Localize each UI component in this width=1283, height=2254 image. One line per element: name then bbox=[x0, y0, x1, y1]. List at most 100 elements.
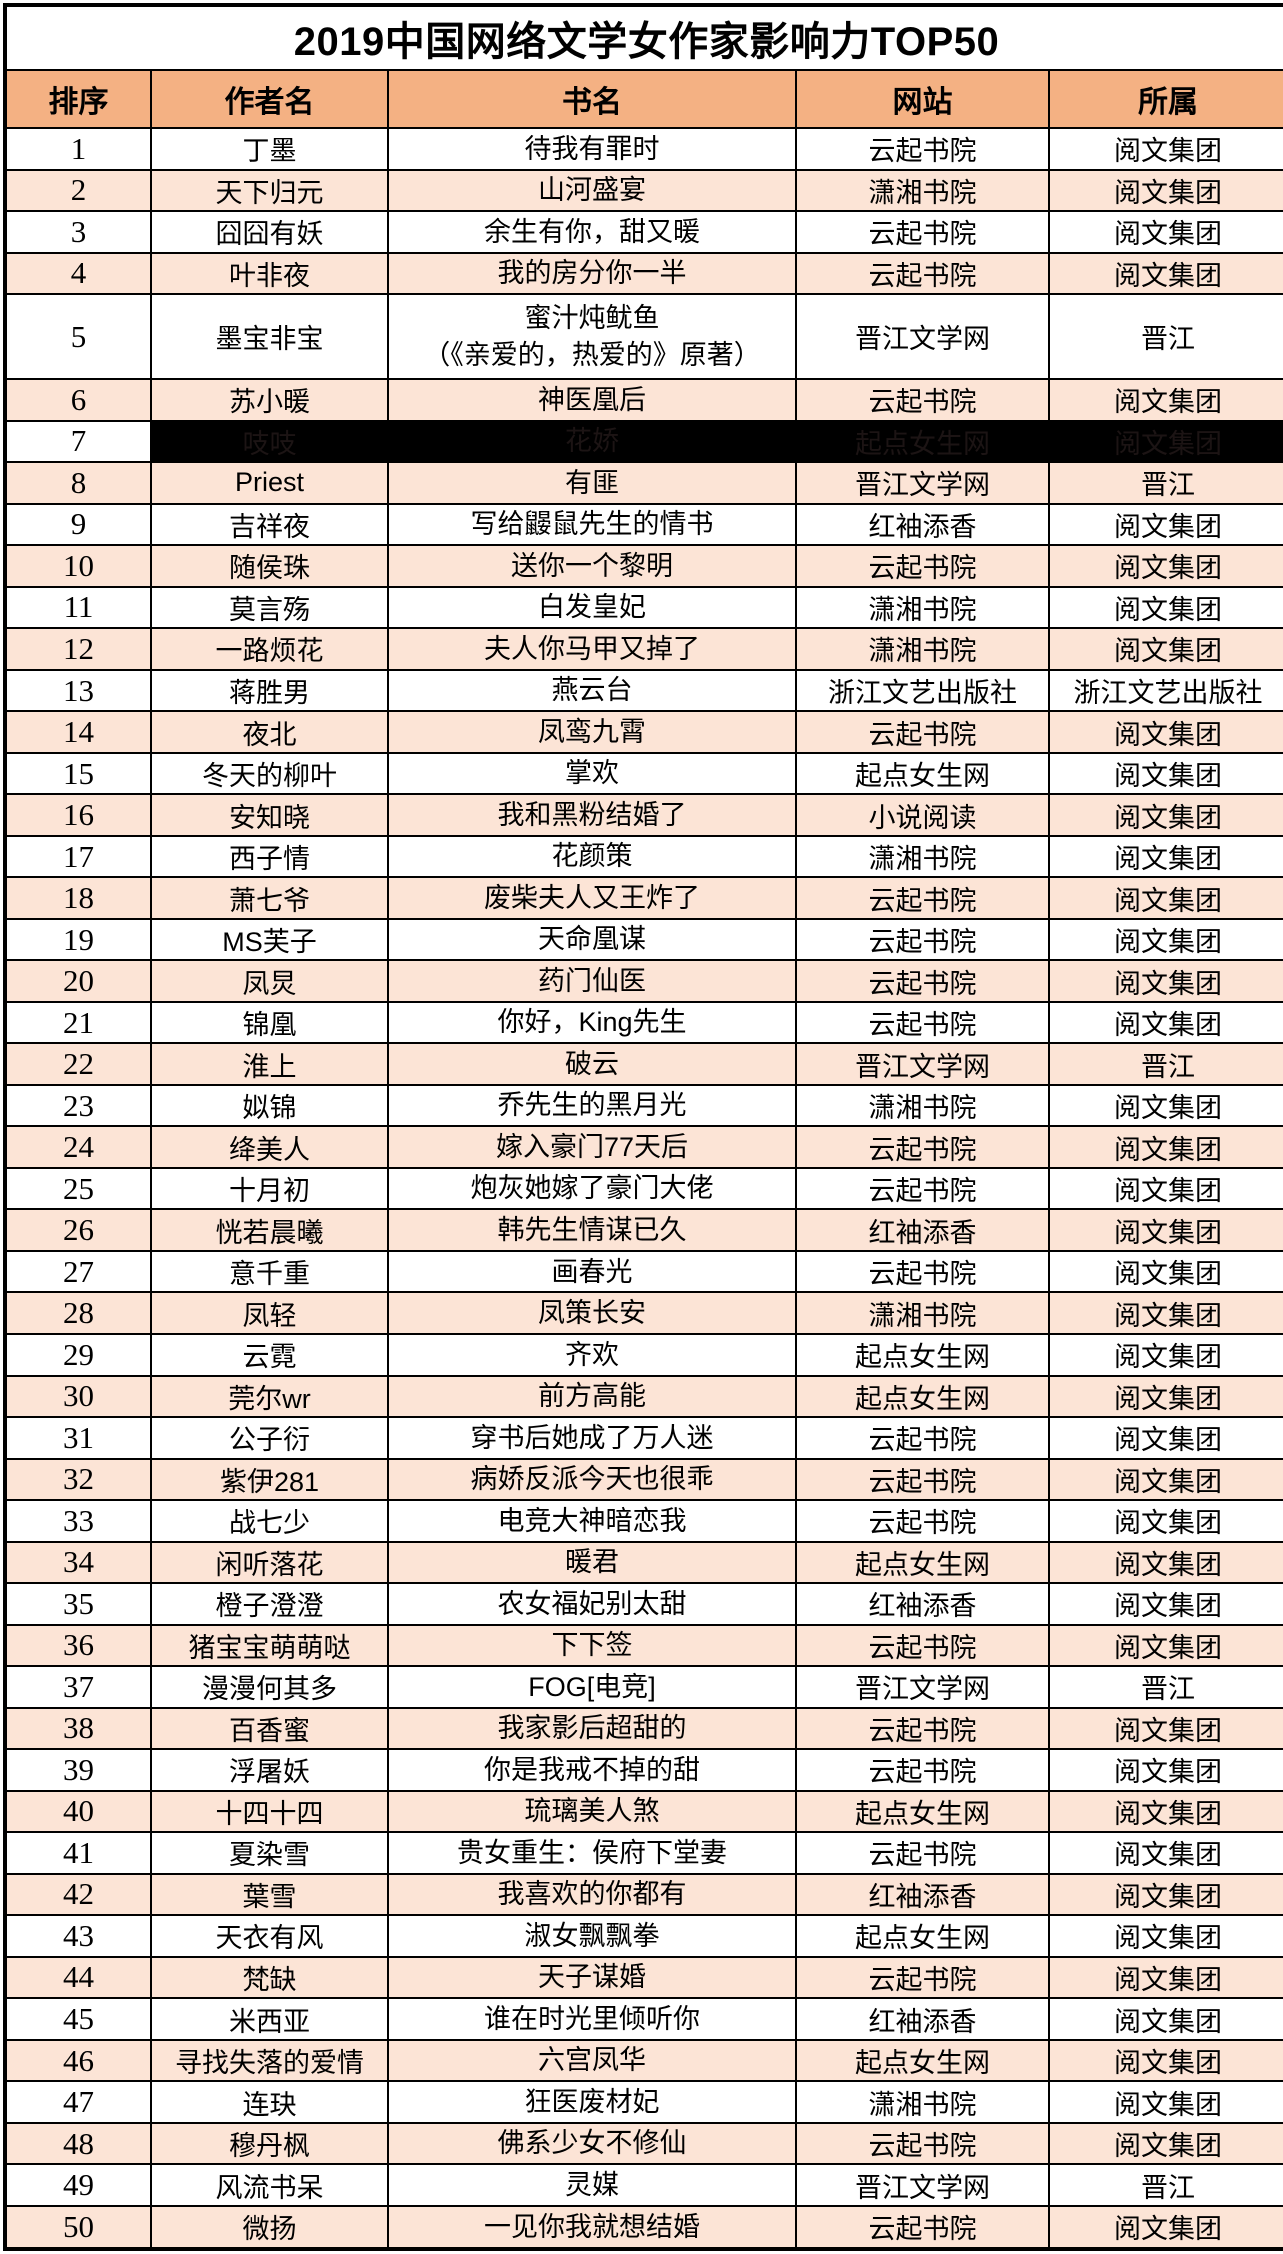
book-cell: 你是我戒不掉的甜 bbox=[387, 1748, 797, 1792]
site-cell: 潇湘书院 bbox=[795, 1083, 1050, 1128]
table-row: 9 吉祥夜 写给鼹鼠先生的情书 红袖添香 阅文集团 bbox=[4, 502, 1283, 547]
table-row: 45 米西亚 谁在时光里倾听你 红袖添香 阅文集团 bbox=[4, 1997, 1283, 2041]
table-row: 39 浮屠妖 你是我戒不掉的甜 云起书院 阅文集团 bbox=[4, 1748, 1283, 1792]
org-cell: 阅文集团 bbox=[1047, 1582, 1283, 1626]
org-cell: 阅文集团 bbox=[1047, 1333, 1283, 1377]
rank-cell: 34 bbox=[4, 1540, 152, 1585]
author-cell: 夏染雪 bbox=[150, 1831, 389, 1875]
site-cell: 云起书院 bbox=[795, 1955, 1050, 2000]
table-row: 22 淮上 破云 晋江文学网 晋江 bbox=[4, 1042, 1283, 1086]
table-row: 31 公子衍 穿书后她成了万人迷 云起书院 阅文集团 bbox=[4, 1416, 1283, 1460]
org-cell: 阅文集团 bbox=[1047, 1623, 1283, 1668]
author-cell: 微扬 bbox=[150, 2204, 389, 2251]
author-cell: 橙子澄澄 bbox=[150, 1582, 389, 1626]
table-row: 4 叶非夜 我的房分你一半 云起书院 阅文集团 bbox=[4, 251, 1283, 296]
author-cell: 苏小暖 bbox=[150, 378, 389, 422]
org-cell: 阅文集团 bbox=[1047, 710, 1283, 754]
org-cell: 阅文集团 bbox=[1047, 2038, 1283, 2083]
rank-cell: 18 bbox=[4, 876, 152, 920]
author-cell: 夜北 bbox=[150, 710, 389, 754]
table-row: 30 莞尔wr 前方高能 起点女生网 阅文集团 bbox=[4, 1374, 1283, 1419]
book-cell: 凤策长安 bbox=[387, 1291, 797, 1335]
author-cell: 姒锦 bbox=[150, 1083, 389, 1128]
org-cell: 阅文集团 bbox=[1047, 1997, 1283, 2041]
author-cell: 十四十四 bbox=[150, 1789, 389, 1834]
book-cell: 前方高能 bbox=[387, 1374, 797, 1419]
rank-cell: 27 bbox=[4, 1249, 152, 1294]
site-cell: 云起书院 bbox=[795, 1748, 1050, 1792]
author-cell: 一路烦花 bbox=[150, 627, 389, 671]
site-cell: 起点女生网 bbox=[795, 2038, 1050, 2083]
rank-cell: 44 bbox=[4, 1955, 152, 2000]
site-cell: 红袖添香 bbox=[795, 1872, 1050, 1917]
book-cell: 掌欢 bbox=[387, 751, 797, 796]
site-cell: 云起书院 bbox=[795, 2204, 1050, 2251]
org-cell: 阅文集团 bbox=[1047, 585, 1283, 630]
table-row: 12 一路烦花 夫人你马甲又掉了 潇湘书院 阅文集团 bbox=[4, 627, 1283, 671]
author-cell: 猪宝宝萌萌哒 bbox=[150, 1623, 389, 1668]
rank-cell: 41 bbox=[4, 1831, 152, 1875]
book-cell: 送你一个黎明 bbox=[387, 544, 797, 588]
site-cell: 红袖添香 bbox=[795, 1582, 1050, 1626]
org-cell: 阅文集团 bbox=[1047, 1000, 1283, 1045]
site-cell: 云起书院 bbox=[795, 210, 1050, 254]
org-cell: 阅文集团 bbox=[1047, 210, 1283, 254]
author-cell: 葉雪 bbox=[150, 1872, 389, 1917]
table-row: 20 凤炅 药门仙医 云起书院 阅文集团 bbox=[4, 959, 1283, 1003]
site-cell: 晋江文学网 bbox=[795, 2163, 1050, 2207]
table-row: 16 安知晓 我和黑粉结婚了 小说阅读 阅文集团 bbox=[4, 793, 1283, 837]
org-cell: 阅文集团 bbox=[1047, 876, 1283, 920]
column-header-author: 作者名 bbox=[150, 69, 389, 129]
book-cell: 蜜汁炖鱿鱼 （《亲爱的，热爱的》原著） bbox=[387, 293, 797, 381]
table-row: 47 连玦 狂医废材妃 潇湘书院 阅文集团 bbox=[4, 2080, 1283, 2124]
book-cell: 嫁入豪门77天后 bbox=[387, 1125, 797, 1169]
author-cell: 淮上 bbox=[150, 1042, 389, 1086]
org-cell: 阅文集团 bbox=[1047, 1706, 1283, 1751]
site-cell: 晋江文学网 bbox=[795, 1665, 1050, 1709]
site-cell: 潇湘书院 bbox=[795, 627, 1050, 671]
table-row: 33 战七少 电竞大神暗恋我 云起书院 阅文集团 bbox=[4, 1499, 1283, 1543]
rank-cell: 1 bbox=[4, 127, 152, 171]
book-cell: 画春光 bbox=[387, 1249, 797, 1294]
table-row: 27 意千重 画春光 云起书院 阅文集团 bbox=[4, 1249, 1283, 1294]
site-cell: 云起书院 bbox=[795, 959, 1050, 1003]
author-cell: 战七少 bbox=[150, 1499, 389, 1543]
book-cell: 我的房分你一半 bbox=[387, 251, 797, 296]
org-cell: 阅文集团 bbox=[1047, 127, 1283, 171]
rank-cell: 15 bbox=[4, 751, 152, 796]
author-cell: 蒋胜男 bbox=[150, 668, 389, 713]
site-cell: 晋江文学网 bbox=[795, 461, 1050, 505]
book-cell: 乔先生的黑月光 bbox=[387, 1083, 797, 1128]
rank-cell: 45 bbox=[4, 1997, 152, 2041]
book-cell: FOG[电竞] bbox=[387, 1665, 797, 1709]
table-row: 26 恍若晨曦 韩先生情谋已久 红袖添香 阅文集团 bbox=[4, 1208, 1283, 1252]
rank-cell: 19 bbox=[4, 917, 152, 962]
site-cell: 云起书院 bbox=[795, 127, 1050, 171]
rank-cell: 36 bbox=[4, 1623, 152, 1668]
table-row: 6 苏小暖 神医凰后 云起书院 阅文集团 bbox=[4, 378, 1283, 422]
book-cell: 写给鼹鼠先生的情书 bbox=[387, 502, 797, 547]
site-cell: 云起书院 bbox=[795, 1249, 1050, 1294]
author-cell: 寻找失落的爱情 bbox=[150, 2038, 389, 2083]
site-cell: 起点女生网 bbox=[795, 419, 1050, 464]
table-row: 18 萧七爷 废柴夫人又王炸了 云起书院 阅文集团 bbox=[4, 876, 1283, 920]
table-row: 17 西子情 花颜策 潇湘书院 阅文集团 bbox=[4, 834, 1283, 879]
org-cell: 阅文集团 bbox=[1047, 2204, 1283, 2251]
site-cell: 小说阅读 bbox=[795, 793, 1050, 837]
rank-cell: 26 bbox=[4, 1208, 152, 1252]
rank-cell: 4 bbox=[4, 251, 152, 296]
site-cell: 起点女生网 bbox=[795, 1914, 1050, 1958]
column-header-rank: 排序 bbox=[4, 69, 152, 129]
rank-cell: 14 bbox=[4, 710, 152, 754]
table-row: 19 MS芙子 天命凰谋 云起书院 阅文集团 bbox=[4, 917, 1283, 962]
org-cell: 阅文集团 bbox=[1047, 1249, 1283, 1294]
org-cell: 阅文集团 bbox=[1047, 1914, 1283, 1958]
org-cell: 阅文集团 bbox=[1047, 1208, 1283, 1252]
author-cell: 天衣有风 bbox=[150, 1914, 389, 1958]
org-cell: 阅文集团 bbox=[1047, 1374, 1283, 1419]
book-cell: 穿书后她成了万人迷 bbox=[387, 1416, 797, 1460]
site-cell: 红袖添香 bbox=[795, 1208, 1050, 1252]
header-row: 排序 作者名 书名 网站 所属 bbox=[4, 69, 1283, 129]
rank-cell: 20 bbox=[4, 959, 152, 1003]
author-cell: 穆丹枫 bbox=[150, 2121, 389, 2166]
